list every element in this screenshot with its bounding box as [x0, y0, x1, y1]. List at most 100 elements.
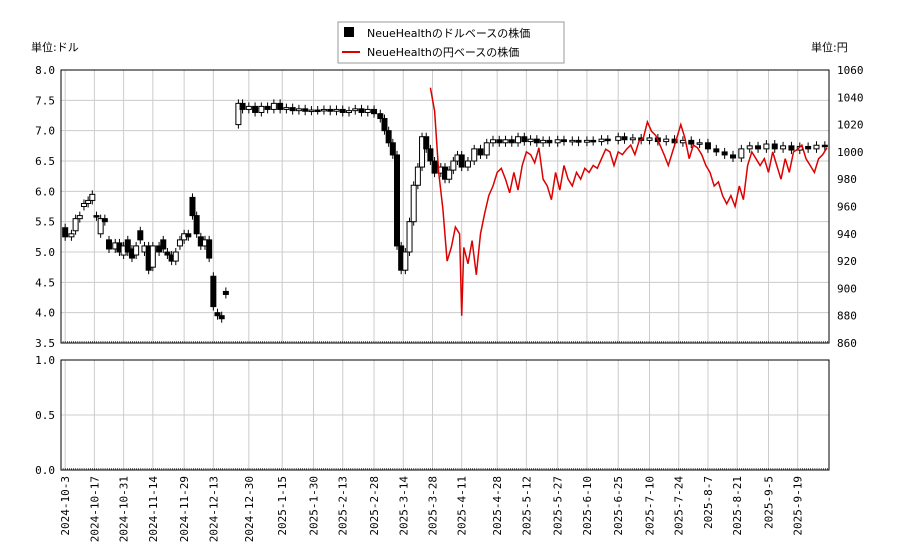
candle-body	[446, 169, 453, 180]
candle-body	[206, 239, 213, 259]
candle-body	[76, 215, 83, 220]
candle-body	[527, 138, 534, 143]
candle-body	[629, 137, 636, 141]
candle-body	[394, 154, 400, 247]
candle-body	[780, 145, 787, 150]
x-tick-label: 2025-5-27	[552, 476, 565, 536]
candle-body	[496, 139, 503, 144]
candle-body	[450, 160, 457, 171]
x-tick-label: 2024-10-3	[59, 476, 72, 536]
candle-body	[554, 139, 561, 144]
candle-body	[490, 139, 496, 144]
candle-body	[615, 136, 622, 141]
x-tick-label: 2025-7-10	[644, 476, 657, 536]
x-tick-label: 2025-7-24	[673, 476, 686, 536]
y-volume-tick-label: 0.0	[35, 464, 55, 477]
candle-body	[85, 199, 92, 204]
candle-body	[427, 148, 434, 162]
candle-body	[598, 138, 605, 143]
axes	[60, 69, 830, 471]
left-unit-label: 単位:ドル	[31, 40, 79, 54]
candle-body	[713, 148, 720, 153]
legend-jpy-label: NeueHealthの円ベースの株価	[367, 45, 519, 59]
candle-body	[245, 105, 252, 110]
candle-body	[604, 138, 611, 142]
candle-body	[621, 136, 628, 141]
usd-candles	[62, 99, 828, 323]
candle-body	[508, 139, 515, 144]
y-left-tick-label: 5.0	[35, 246, 55, 259]
x-tick-label: 2025-8-21	[731, 476, 744, 536]
candle-body	[193, 215, 200, 235]
y-right-tick-label: 860	[837, 337, 857, 350]
candle-body	[483, 142, 490, 156]
y-right-tick-label: 960	[837, 201, 857, 214]
y-right-tick-label: 1060	[837, 64, 864, 77]
candle-body	[106, 239, 112, 250]
candle-body	[688, 139, 695, 145]
candle-body	[533, 138, 540, 144]
x-tick-label: 2024-11-14	[147, 476, 160, 543]
candle-body	[546, 139, 553, 144]
candle-body	[364, 108, 371, 113]
candle-body	[333, 108, 340, 112]
candle-body	[68, 233, 75, 238]
candle-body	[80, 202, 87, 207]
jpy-line-layer	[429, 87, 828, 316]
candle-body	[575, 139, 582, 143]
candle-body	[295, 108, 302, 112]
candle-body	[149, 245, 156, 268]
candle-body	[235, 102, 242, 126]
candle-body	[308, 109, 315, 113]
candle-body	[289, 107, 296, 112]
candle-body	[172, 251, 179, 262]
candle-body	[410, 184, 417, 223]
candle-body	[264, 105, 271, 110]
candle-body	[93, 215, 100, 218]
candle-body	[406, 221, 413, 253]
candle-body	[97, 218, 104, 235]
y-volume-tick-label: 1.0	[35, 354, 55, 367]
y-right-tick-label: 880	[837, 310, 857, 323]
x-tick-label: 2024-10-17	[88, 476, 101, 542]
candle-body	[189, 196, 196, 217]
y-left-tick-label: 4.0	[35, 307, 55, 320]
y-left-tick-label: 5.5	[35, 216, 55, 229]
y-left-tick-label: 8.0	[35, 64, 55, 77]
candle-body	[302, 108, 309, 112]
candle-body	[89, 193, 96, 201]
candle-body	[137, 230, 144, 241]
candle-body	[358, 108, 365, 113]
candle-body	[515, 136, 522, 144]
candle-body	[458, 154, 465, 168]
x-tick-label: 2025-3-28	[426, 476, 439, 536]
y-left-tick-label: 4.5	[35, 276, 55, 289]
y-right-tick-label: 900	[837, 282, 857, 295]
tick-labels: 3.5 4.0 4.5 5.0 5.5 6.0 6.5 7.0 7.5 8.0 860 880 900 9…	[35, 64, 863, 542]
candle-body	[377, 113, 384, 120]
candle-body	[502, 139, 509, 144]
candle-body	[755, 145, 762, 150]
candle-body	[746, 145, 753, 150]
x-tick-label: 2025-2-13	[337, 476, 350, 536]
candle-body	[763, 143, 770, 150]
y-volume-tick-label: 0.5	[35, 409, 55, 422]
candle-body	[283, 107, 290, 110]
candle-body	[222, 290, 229, 295]
x-tick-label: 2024-10-31	[118, 476, 131, 542]
legend: NeueHealthのドルベースの株価 NeueHealthの円ベースの株価	[337, 21, 565, 64]
candle-body	[521, 136, 528, 143]
x-tick-label: 2024-12-30	[243, 476, 256, 542]
candle-body	[464, 160, 471, 168]
candle-body	[402, 251, 409, 271]
candle-body	[62, 227, 69, 238]
x-tick-label: 2024-11-29	[178, 476, 191, 542]
x-tick-label: 2025-5-12	[520, 476, 533, 536]
right-unit-label: 単位:円	[811, 40, 848, 54]
x-tick-label: 2025-4-11	[456, 476, 469, 536]
candle-body	[277, 102, 284, 110]
candle-body	[320, 108, 327, 112]
candle-body	[314, 109, 321, 113]
candle-body	[646, 137, 653, 141]
